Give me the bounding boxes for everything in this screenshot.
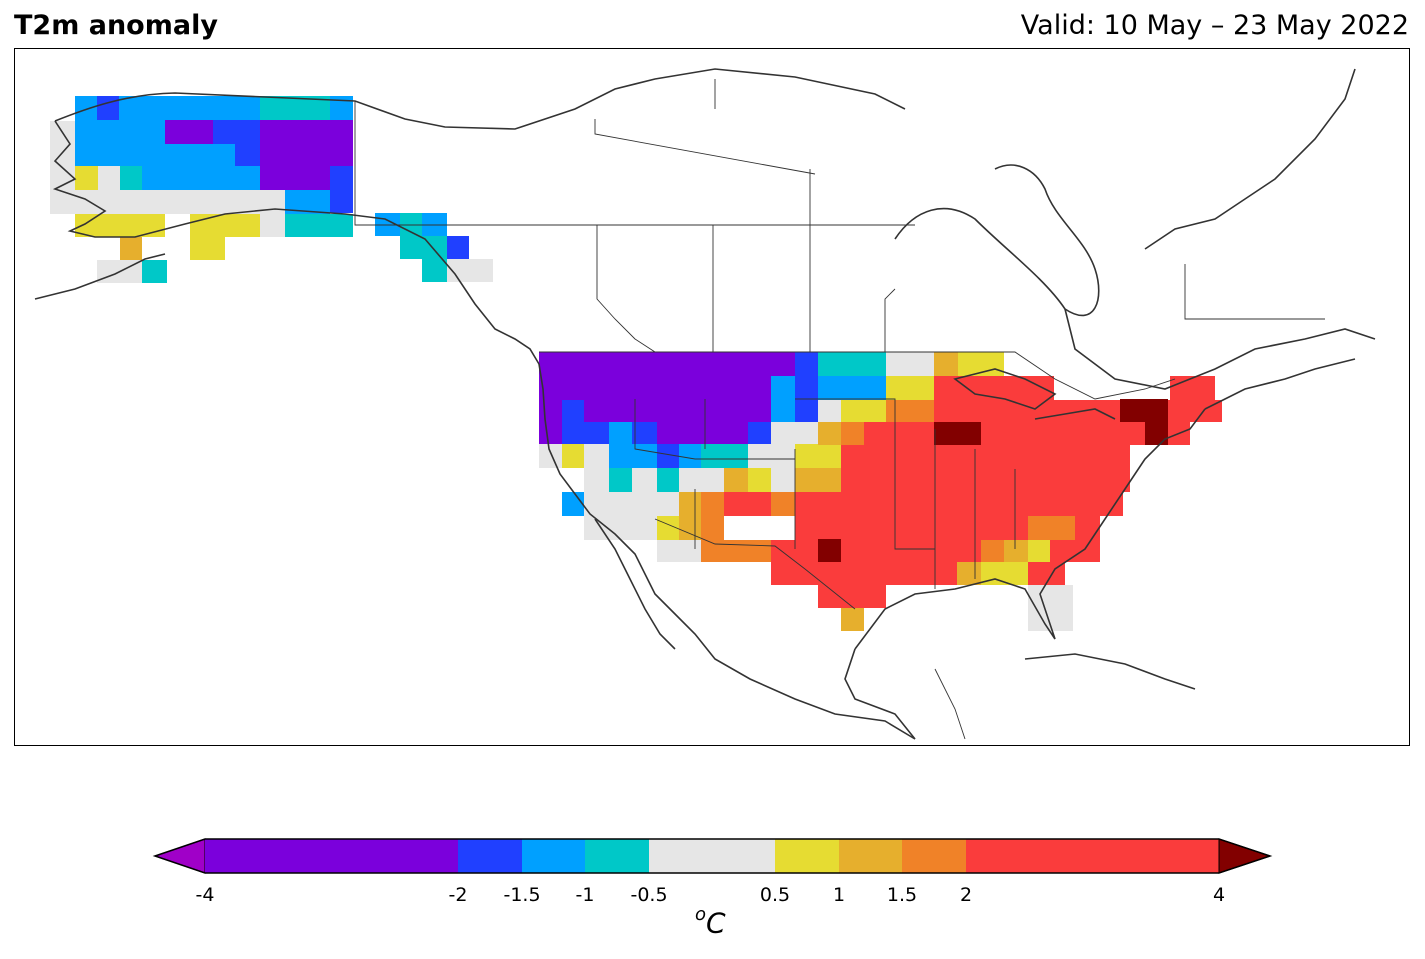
- colorbar-tick-label: 1: [832, 884, 846, 906]
- anomaly-map: [34, 68, 1376, 740]
- colorbar-units: oC: [695, 904, 726, 940]
- colorbar-band-8: [966, 839, 1219, 873]
- colorbar-band-5: [775, 839, 839, 873]
- colorbar-under-extension: [153, 838, 206, 874]
- valid-period: Valid: 10 May – 23 May 2022: [1020, 10, 1409, 41]
- units-celsius: C: [706, 906, 726, 940]
- colorbar-bar: [152, 838, 1273, 874]
- colorbar-tick-label: -1: [575, 884, 595, 906]
- colorbar-over-extension: [1218, 838, 1272, 874]
- units-degree: o: [695, 904, 707, 925]
- colorbar-band-4: [649, 839, 775, 873]
- colorbar-tick-label: -1.5: [503, 884, 541, 906]
- colorbar-tick-label: 1.5: [886, 884, 918, 906]
- colorbar: [150, 835, 1275, 884]
- colorbar-band-0: [205, 839, 458, 873]
- colorbar-band-6: [839, 839, 902, 873]
- colorbar-tick-label: -4: [195, 884, 215, 906]
- political-borders: [354, 79, 1325, 740]
- colorbar-tick-label: 0.5: [759, 884, 791, 906]
- colorbar-band-3: [585, 839, 649, 873]
- colorbar-band-7: [902, 839, 966, 873]
- colorbar-tick-label: 4: [1212, 884, 1226, 906]
- map-title: T2m anomaly: [14, 10, 218, 41]
- map-panel: [14, 48, 1410, 746]
- anomaly-grid: [50, 96, 1222, 631]
- colorbar-tick-label: -2: [448, 884, 468, 906]
- coastlines: [34, 68, 1376, 740]
- colorbar-tick-label: -0.5: [630, 884, 668, 906]
- colorbar-tick-label: 2: [959, 884, 973, 906]
- colorbar-band-2: [522, 839, 585, 873]
- colorbar-outline: [152, 838, 1273, 874]
- colorbar-band-1: [458, 839, 522, 873]
